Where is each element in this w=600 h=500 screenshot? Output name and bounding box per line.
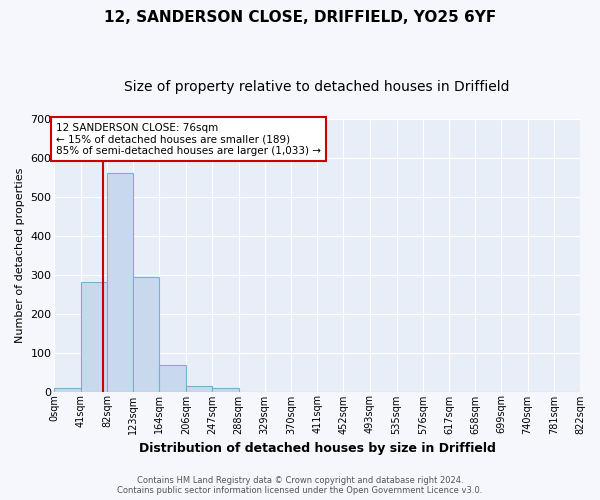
Bar bbox=[80, 282, 107, 392]
Y-axis label: Number of detached properties: Number of detached properties bbox=[15, 168, 25, 343]
Bar bbox=[107, 174, 133, 392]
X-axis label: Distribution of detached houses by size in Driffield: Distribution of detached houses by size … bbox=[139, 442, 496, 455]
Title: Size of property relative to detached houses in Driffield: Size of property relative to detached ho… bbox=[124, 80, 510, 94]
Text: 12 SANDERSON CLOSE: 76sqm
← 15% of detached houses are smaller (189)
85% of semi: 12 SANDERSON CLOSE: 76sqm ← 15% of detac… bbox=[56, 122, 321, 156]
Text: Contains HM Land Registry data © Crown copyright and database right 2024.
Contai: Contains HM Land Registry data © Crown c… bbox=[118, 476, 482, 495]
Bar bbox=[186, 386, 212, 392]
Text: 12, SANDERSON CLOSE, DRIFFIELD, YO25 6YF: 12, SANDERSON CLOSE, DRIFFIELD, YO25 6YF bbox=[104, 10, 496, 25]
Bar bbox=[133, 278, 160, 392]
Bar bbox=[212, 388, 239, 392]
Bar bbox=[55, 388, 80, 392]
Bar bbox=[160, 365, 186, 392]
